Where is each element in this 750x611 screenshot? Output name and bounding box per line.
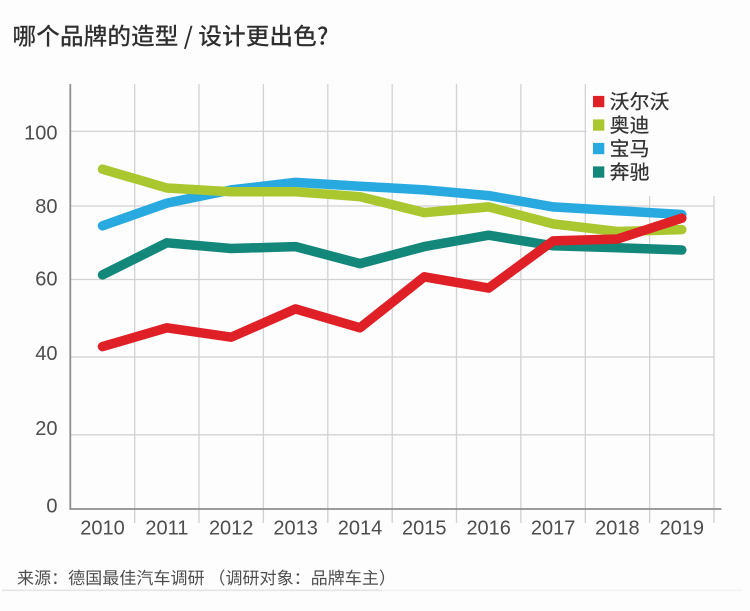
svg-text:2013: 2013: [273, 518, 318, 540]
svg-text:0: 0: [46, 496, 57, 518]
svg-text:2011: 2011: [145, 518, 188, 540]
svg-text:2010: 2010: [80, 518, 125, 540]
svg-text:2015: 2015: [402, 518, 447, 540]
svg-text:2012: 2012: [209, 518, 254, 540]
svg-text:2019: 2019: [660, 518, 705, 540]
svg-text:20: 20: [35, 418, 57, 440]
svg-text:60: 60: [35, 269, 57, 291]
svg-text:2017: 2017: [531, 518, 576, 540]
svg-text:2018: 2018: [595, 518, 640, 540]
svg-text:2014: 2014: [338, 518, 383, 540]
svg-text:2016: 2016: [466, 518, 511, 540]
svg-text:40: 40: [35, 343, 57, 365]
svg-text:100: 100: [24, 123, 57, 145]
svg-text:80: 80: [35, 196, 57, 218]
